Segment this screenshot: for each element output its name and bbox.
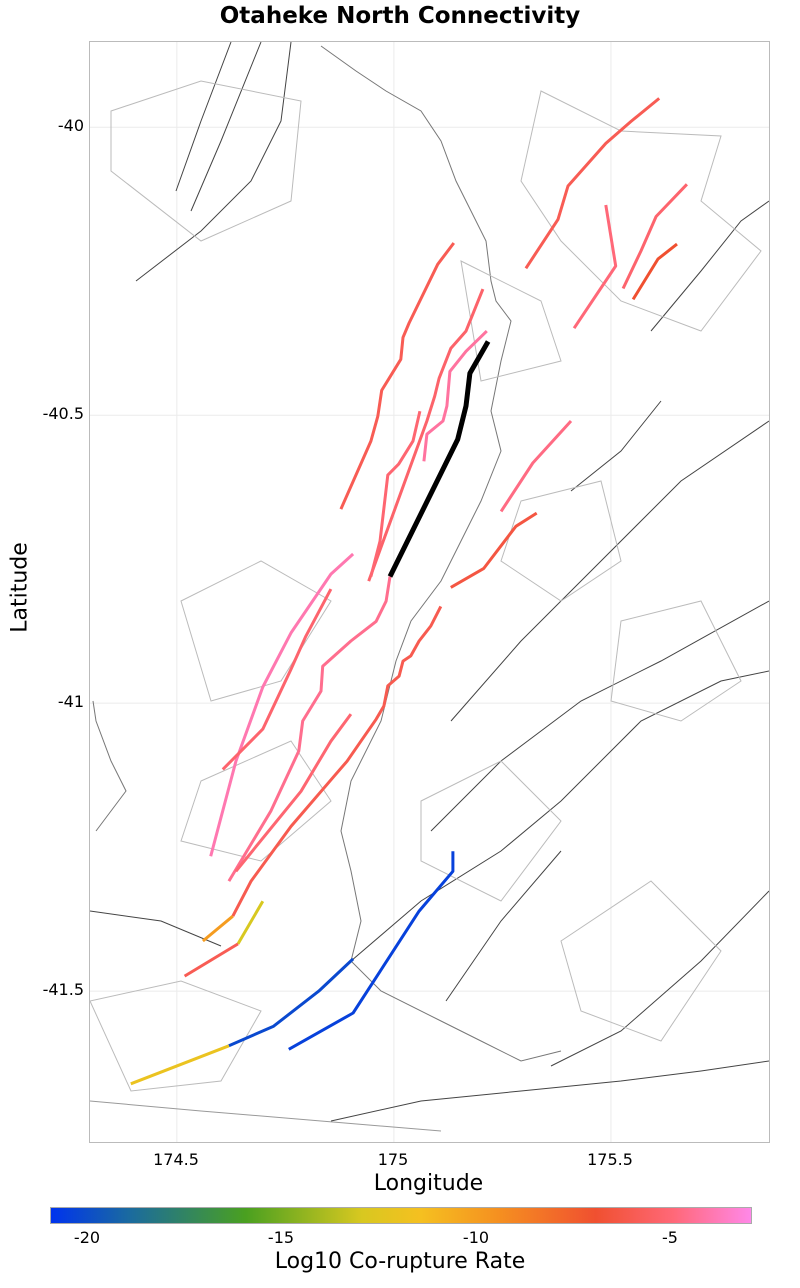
fault-map <box>89 41 770 1143</box>
fault-trace <box>367 288 485 582</box>
fault-trace <box>209 552 355 857</box>
fault-trace <box>201 915 234 943</box>
fault-trace <box>339 242 455 510</box>
y-tick-label: -41 <box>57 692 84 711</box>
x-tick-label: 175 <box>377 1150 409 1169</box>
fault-trace <box>234 713 353 873</box>
fault-trace <box>231 605 443 917</box>
fault-trace <box>183 942 239 978</box>
colorbar-tick-label: -10 <box>462 1228 490 1247</box>
y-tick-label: -40 <box>57 116 84 135</box>
fault-trace <box>422 330 488 462</box>
co-rupture-faults <box>130 97 688 1086</box>
x-tick-label: 174.5 <box>153 1150 199 1169</box>
y-tick-label: -41.5 <box>42 980 84 999</box>
colorbar-tick-label: -20 <box>73 1228 101 1247</box>
colorbar-tick-label: -5 <box>662 1228 678 1247</box>
colorbar-tick-label: -15 <box>267 1228 295 1247</box>
y-axis-label: Latitude <box>7 542 33 633</box>
fault-trace <box>572 204 618 330</box>
x-tick-label: 175.5 <box>587 1150 633 1169</box>
fault-trace <box>499 419 573 513</box>
background-faults <box>90 42 769 1132</box>
target-fault-trace <box>387 340 491 578</box>
fault-trace <box>288 851 455 1051</box>
fault-trace <box>228 957 355 1048</box>
fault-trace <box>227 576 392 882</box>
colorbar <box>50 1207 752 1224</box>
map-title: Otaheke North Connectivity <box>219 3 581 29</box>
colorbar-label: Log10 Co-rupture Rate <box>274 1249 526 1274</box>
fault-trace <box>236 900 265 945</box>
y-tick-label: -40.5 <box>42 404 84 423</box>
fault-trace <box>369 410 422 577</box>
fault-trace <box>450 511 538 589</box>
x-axis-label: Longitude <box>373 1171 484 1196</box>
fault-trace <box>221 588 333 771</box>
fault-trace <box>524 97 661 270</box>
fault-trace <box>130 1044 230 1086</box>
fault-trace <box>631 242 678 301</box>
fault-trace <box>621 183 688 290</box>
